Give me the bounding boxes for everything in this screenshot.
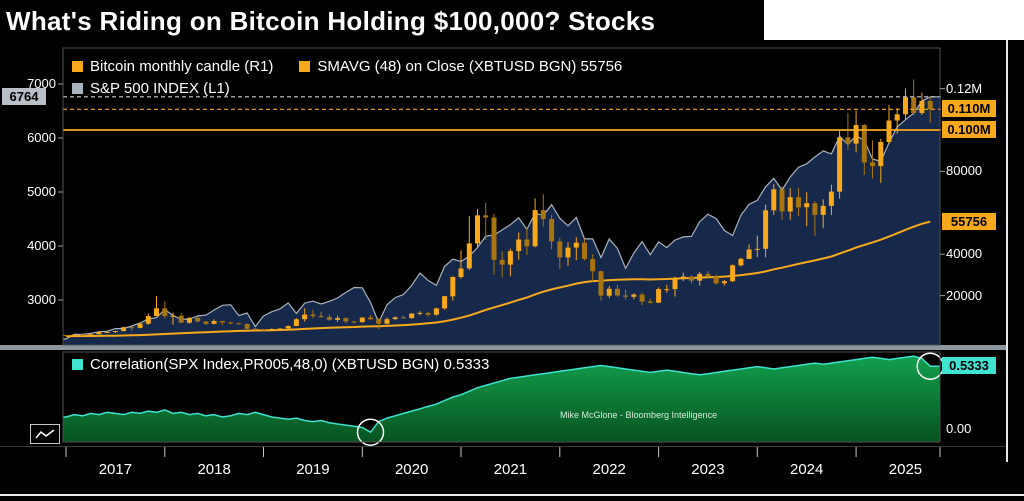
legend-sp500-item-0[interactable]: S&P 500 INDEX (L1) bbox=[72, 80, 230, 97]
legend-swatch-icon bbox=[72, 359, 83, 370]
legend-label: S&P 500 INDEX (L1) bbox=[90, 80, 230, 97]
legend-swatch-icon bbox=[72, 83, 83, 94]
legend-main-item-1[interactable]: SMAVG (48) on Close (XBTUSD BGN) 55756 bbox=[299, 58, 622, 75]
right-edge-line bbox=[1006, 40, 1008, 462]
correlation-legend-row: Correlation(SPX Index,PR005,48,0) (XBTUS… bbox=[72, 356, 489, 373]
legend-label: Bitcoin monthly candle (R1) bbox=[90, 58, 274, 75]
legend-swatch-icon bbox=[72, 61, 83, 72]
zigzag-chart-icon bbox=[35, 429, 55, 439]
legend-correlation-item-0[interactable]: Correlation(SPX Index,PR005,48,0) (XBTUS… bbox=[72, 356, 489, 373]
watermark: Mike McGlone - Bloomberg Intelligence bbox=[560, 410, 718, 420]
legend-swatch-icon bbox=[299, 61, 311, 72]
legend-label: Correlation(SPX Index,PR005,48,0) (XBTUS… bbox=[90, 356, 490, 373]
chart-title: What's Riding on Bitcoin Holding $100,00… bbox=[6, 6, 656, 36]
bottom-edge-line bbox=[0, 494, 1024, 496]
legend-main-item-0[interactable]: Bitcoin monthly candle (R1) bbox=[72, 58, 273, 75]
main-legend-row-2: S&P 500 INDEX (L1) bbox=[72, 80, 230, 97]
top-right-blank-area bbox=[764, 0, 1024, 40]
mini-chart-button[interactable] bbox=[30, 424, 60, 444]
main-legend-row-1: Bitcoin monthly candle (R1) SMAVG (48) on… bbox=[72, 58, 622, 75]
legend-label: SMAVG (48) on Close (XBTUSD BGN) 55756 bbox=[317, 58, 623, 75]
